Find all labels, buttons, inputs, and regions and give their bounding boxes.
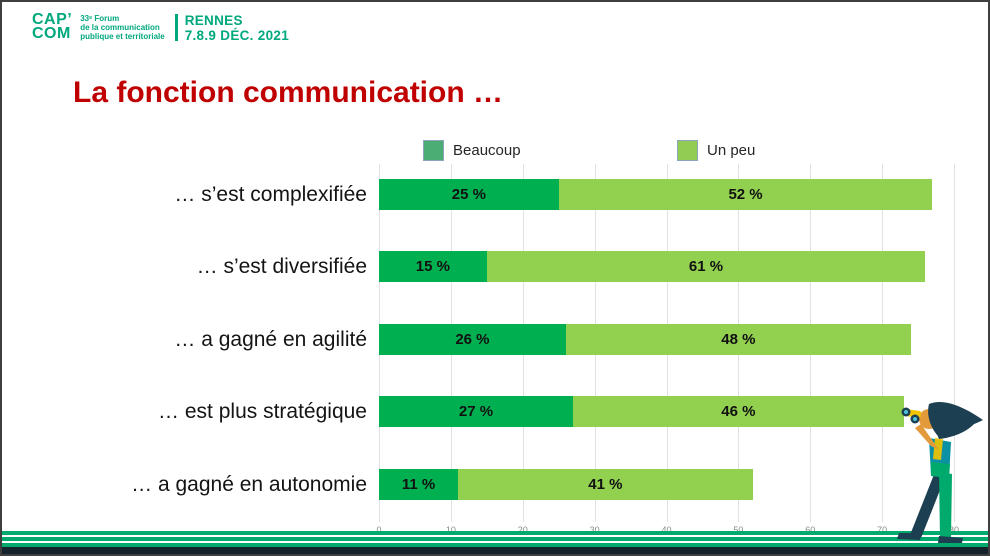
logo-line1: CAP’	[32, 11, 73, 28]
bar-segment-un-peu: 41 %	[458, 468, 753, 500]
bar-row: 25 % 52 %	[379, 179, 933, 210]
x-axis-tick-label: 70	[877, 525, 888, 535]
bar-row: 15 % 61 %	[379, 251, 926, 283]
event-city: RENNES	[184, 13, 243, 28]
x-axis-tick-label: 20	[517, 525, 528, 535]
bar-row: 27 % 46 %	[379, 396, 904, 428]
woman-with-binoculars-illustration	[897, 401, 983, 543]
x-axis-tick-label: 10	[445, 525, 456, 535]
plot-area: 25 % 52 % 15 % 61 % 26 % 48 % 27 % 46 % 11 % 41 %	[379, 162, 955, 522]
header-logo: CAP’ COM 33ᵉ Forum de la communication p…	[32, 11, 289, 44]
stripe	[2, 537, 988, 541]
legend-item-beaucoup: Beaucoup	[423, 140, 521, 161]
bottom-bar	[2, 547, 988, 554]
bar-row: 26 % 48 %	[379, 323, 911, 355]
category-label: … s’est diversifiée	[196, 255, 367, 279]
footer-stripes	[2, 531, 988, 554]
legend-swatch-beaucoup	[423, 140, 444, 161]
legend-item-un-peu: Un peu	[677, 140, 755, 161]
forum-line-1: 33ᵉ Forum	[80, 14, 120, 23]
bar-segment-un-peu: 61 %	[486, 251, 926, 283]
bar-segment-beaucoup: 15 %	[379, 251, 487, 283]
legend-label-un-peu: Un peu	[707, 142, 756, 159]
x-axis-tick-label: 80	[948, 525, 959, 535]
bar-segment-un-peu: 46 %	[573, 396, 904, 428]
capcom-logo: CAP’ COM	[32, 11, 73, 42]
bar-segment-beaucoup: 11 %	[379, 468, 459, 500]
category-label: … est plus stratégique	[158, 400, 367, 424]
forum-line-2: de la communication	[80, 23, 160, 32]
gridline	[954, 164, 955, 522]
stripe	[2, 541, 988, 543]
stripe	[2, 531, 988, 535]
event-dates: 7.8.9 DÉC. 2021	[184, 28, 290, 43]
bar-segment-beaucoup: 26 %	[379, 323, 566, 355]
bar-segment-un-peu: 48 %	[565, 323, 911, 355]
category-label: … a gagné en autonomie	[131, 472, 367, 496]
x-axis-tick-label: 60	[805, 525, 816, 535]
x-axis-tick-label: 30	[589, 525, 600, 535]
stripe	[2, 543, 988, 547]
forum-line-3: publique et territoriale	[80, 32, 165, 41]
legend-label-beaucoup: Beaucoup	[453, 142, 521, 159]
forum-subtitle: 33ᵉ Forum de la communication publique e…	[80, 14, 164, 41]
page-title: La fonction communication …	[73, 76, 504, 109]
bar-segment-beaucoup: 25 %	[379, 179, 559, 210]
bar-segment-beaucoup: 27 %	[379, 396, 574, 428]
bar-segment-un-peu: 52 %	[558, 179, 933, 210]
category-label: … a gagné en agilité	[174, 327, 367, 351]
bar-row: 11 % 41 %	[379, 468, 753, 500]
logo-line2: COM	[32, 25, 71, 42]
logo-divider	[174, 14, 178, 41]
x-axis-tick-label: 50	[733, 525, 744, 535]
x-axis-tick-label: 40	[661, 525, 672, 535]
event-info: RENNES 7.8.9 DÉC. 2021	[185, 13, 289, 43]
x-axis-tick-label: 0	[376, 525, 382, 535]
legend-swatch-un-peu	[677, 140, 698, 161]
stripe	[2, 535, 988, 537]
category-label: … s’est complexifiée	[174, 183, 367, 206]
